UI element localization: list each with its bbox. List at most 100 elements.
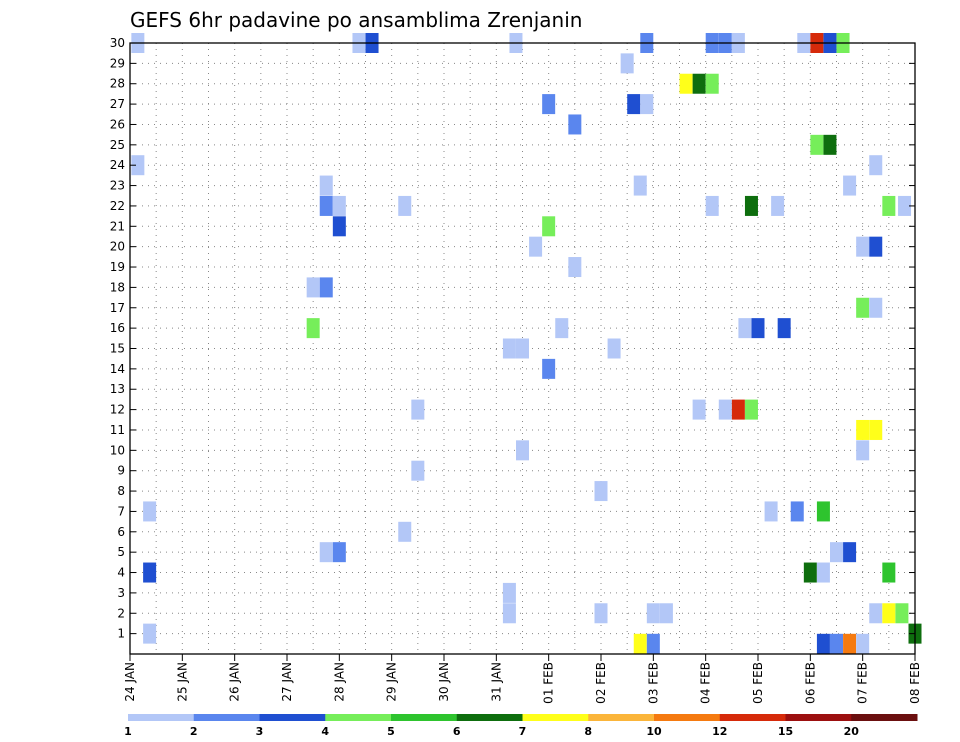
x-tick-label: 03 FEB [646, 662, 660, 704]
colorbar-label: 2 [190, 725, 198, 738]
precip-cell [640, 94, 654, 115]
precip-cell [411, 460, 425, 481]
precip-cell [319, 195, 333, 216]
colorbar-label: 10 [646, 725, 662, 738]
x-tick-label: 25 JAN [175, 662, 189, 702]
y-tick-label: 1 [117, 627, 125, 641]
x-tick-label: 30 JAN [437, 662, 451, 702]
precip-cell [332, 542, 346, 563]
x-tick-label: 31 JAN [489, 662, 503, 702]
precip-cell [555, 318, 569, 339]
y-tick-label: 29 [110, 56, 125, 70]
precip-cell [816, 501, 830, 522]
x-tick-label: 08 FEB [908, 662, 922, 704]
y-tick-label: 25 [110, 138, 125, 152]
colorbar-label: 8 [584, 725, 592, 738]
precip-cell [790, 501, 804, 522]
x-tick-label: 24 JAN [123, 662, 137, 702]
x-axis-ticks: 24 JAN 25 JAN 26 JAN 27 JAN 28 JAN 29 JAN 30 J… [123, 654, 922, 704]
precip-cell [738, 318, 752, 339]
x-tick-label: 07 FEB [856, 662, 870, 704]
colorbar-swatch [193, 714, 260, 721]
precip-cell [620, 53, 634, 74]
x-tick-label: 28 JAN [332, 662, 346, 702]
precip-cell [411, 399, 425, 420]
precip-cell [398, 521, 412, 542]
y-tick-label: 18 [110, 280, 125, 294]
precip-cell [659, 603, 673, 624]
precip-cell [869, 603, 883, 624]
x-tick-label: 27 JAN [280, 662, 294, 702]
colorbar-label: 7 [519, 725, 527, 738]
precip-cell [777, 318, 791, 339]
precip-cell [143, 501, 157, 522]
precip-cell [692, 73, 706, 94]
precip-cell [319, 277, 333, 298]
y-tick-label: 4 [117, 566, 125, 580]
precip-cell [332, 195, 346, 216]
precip-cell [869, 236, 883, 257]
precip-cell [856, 440, 870, 461]
y-tick-label: 14 [110, 362, 125, 376]
y-tick-label: 6 [117, 525, 125, 539]
colorbar-swatch [719, 714, 786, 721]
precip-cell [542, 94, 556, 115]
precip-cell [816, 633, 830, 654]
colorbar-label: 12 [712, 725, 727, 738]
precip-cell [882, 562, 896, 583]
precip-cell [633, 175, 647, 196]
y-axis-ticks: 1234567891011121314151617181920212223242… [110, 36, 915, 641]
y-tick-label: 15 [110, 342, 125, 356]
y-tick-label: 9 [117, 464, 125, 478]
precip-cell [516, 338, 529, 359]
y-tick-label: 2 [117, 606, 125, 620]
precip-cell [830, 633, 843, 654]
colorbar-swatch [785, 714, 852, 721]
precip-cell [542, 216, 556, 237]
precip-cell [810, 134, 824, 155]
y-tick-label: 10 [110, 443, 125, 457]
precip-cell [679, 73, 693, 94]
colorbar-swatch [325, 714, 392, 721]
precip-cell [856, 419, 870, 440]
x-tick-label: 04 FEB [699, 662, 713, 704]
precip-cell [306, 318, 320, 339]
x-tick-label: 26 JAN [228, 662, 242, 702]
precip-cell [898, 195, 912, 216]
precip-cell [516, 440, 529, 461]
precip-cell [568, 257, 582, 278]
precip-cell [869, 297, 883, 318]
precip-cell [705, 73, 719, 94]
colorbar-label: 15 [778, 725, 793, 738]
colorbar-swatch [522, 714, 589, 721]
precip-cell [594, 603, 608, 624]
precip-cell [627, 94, 641, 115]
x-tick-label: 01 FEB [542, 662, 556, 704]
precip-cell [332, 216, 346, 237]
precip-cell [856, 236, 870, 257]
precip-cell [830, 542, 843, 563]
precip-cell [744, 399, 758, 420]
precip-cell [131, 155, 145, 176]
colorbar-swatch [851, 714, 918, 721]
colorbar-label: 4 [321, 725, 329, 738]
y-tick-label: 23 [110, 179, 125, 193]
precip-cell [764, 501, 778, 522]
y-tick-label: 12 [110, 403, 125, 417]
precip-cell [502, 582, 516, 603]
precip-cell [646, 603, 660, 624]
precip-cell [646, 633, 660, 654]
colorbar: 1 2 3 4 5 6 7 8 10 12 15 20 [124, 714, 918, 738]
y-tick-label: 13 [110, 382, 125, 396]
precip-cell [319, 175, 333, 196]
precip-cell [856, 297, 870, 318]
precip-cell [319, 542, 333, 563]
y-tick-label: 28 [110, 77, 125, 91]
y-tick-label: 17 [110, 301, 125, 315]
colorbar-swatch [128, 714, 195, 721]
precip-cell [731, 399, 745, 420]
y-tick-label: 19 [110, 260, 125, 274]
precip-cell [529, 236, 543, 257]
y-tick-label: 26 [110, 117, 125, 131]
